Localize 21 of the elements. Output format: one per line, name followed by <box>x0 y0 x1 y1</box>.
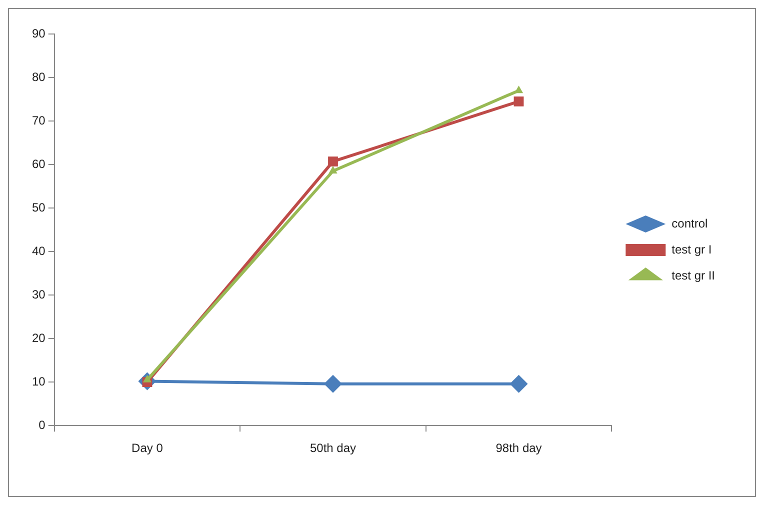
point <box>514 96 524 106</box>
y-tick-label: 90 <box>32 26 46 40</box>
y-tick-label: 50 <box>32 200 46 214</box>
y-tick-label: 80 <box>32 70 46 84</box>
y-tick-label: 40 <box>32 244 46 258</box>
point <box>328 156 338 166</box>
x-tick-label: Day 0 <box>132 441 164 456</box>
point <box>510 374 528 393</box>
y-tick-label: 30 <box>32 287 46 302</box>
y-tick-label: 0 <box>38 418 46 432</box>
legend-label: test gr II <box>672 268 716 282</box>
x-tick-label: 98th day <box>496 441 542 456</box>
legend-label: test gr I <box>672 242 712 256</box>
y-tick-label: 60 <box>32 156 46 171</box>
legend-label: control <box>672 216 708 230</box>
y-tick-label: 10 <box>32 374 46 388</box>
x-tick-label: 50th day <box>310 441 356 456</box>
point <box>328 166 338 174</box>
y-tick-label: 20 <box>32 330 46 345</box>
point <box>324 374 342 393</box>
y-tick-label: 70 <box>32 113 46 128</box>
